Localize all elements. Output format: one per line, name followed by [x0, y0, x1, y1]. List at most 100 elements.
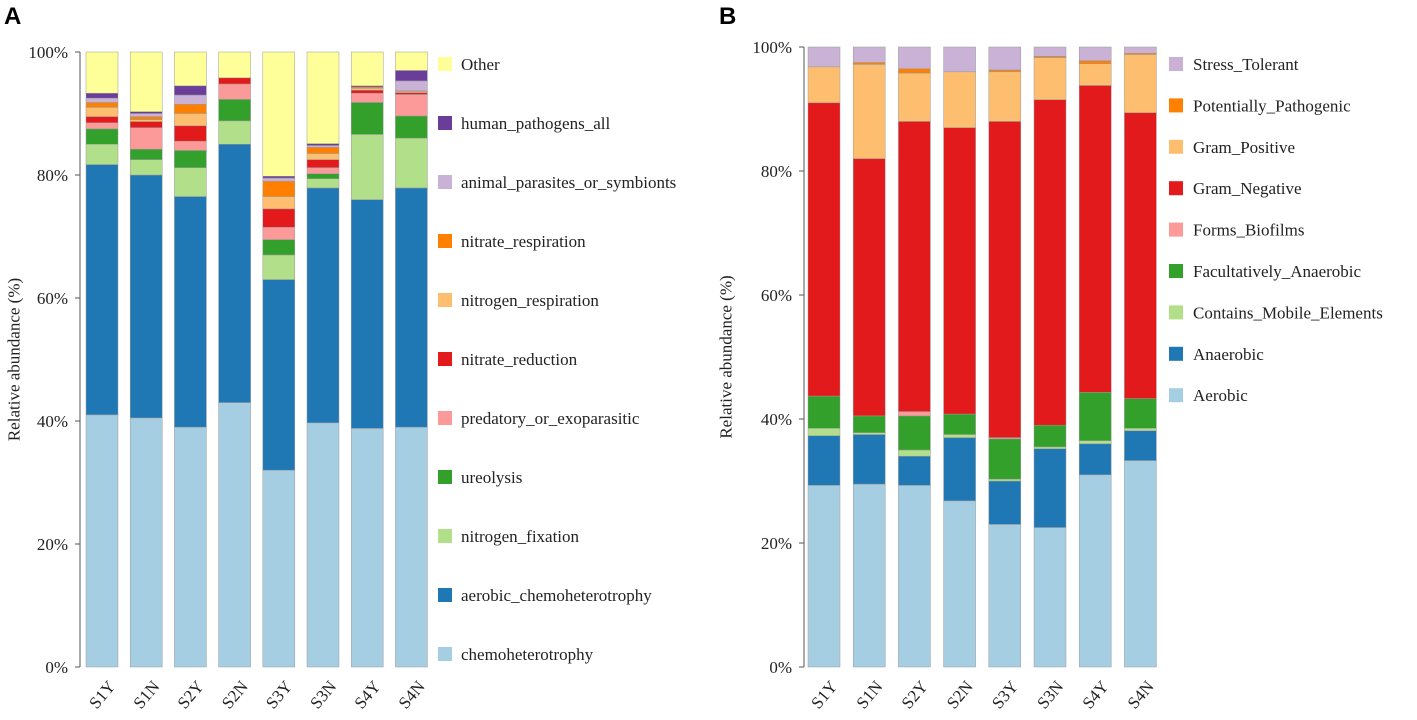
bar-s3y-aerobic [988, 524, 1022, 668]
bar-s3n-human-pathogens-all [306, 143, 340, 146]
bar-s2n-contains-mobile-elements [943, 434, 976, 438]
legend-label: Gram_Positive [1193, 138, 1295, 157]
bar-s3y-human-pathogens-all [262, 175, 296, 179]
bar-s1n-nitrogen-respiration [129, 119, 163, 122]
bar-s2y-ureolysis [174, 150, 207, 168]
y-tick-label: 40% [761, 410, 792, 429]
bar-s3n-contains-mobile-elements [1033, 446, 1067, 450]
legend-label: ureolysis [461, 468, 522, 487]
legend-label: predatory_or_exoparasitic [461, 409, 640, 428]
legend-swatch-gram-negative [1169, 181, 1183, 196]
bar-s2n-nitrogen-fixation [218, 120, 251, 145]
bar-s1n-animal-parasites-or-symbionts [129, 113, 163, 117]
bar-s3y-nitrate-reduction [262, 208, 296, 228]
bar-s1y-stress-tolerant [807, 46, 841, 68]
bar-s4n-gram-negative [1124, 112, 1157, 399]
bar-s3n-nitrate-reduction [306, 159, 340, 168]
legend-label: Potentially_Pathogenic [1193, 96, 1351, 115]
bar-s4n-predatory-or-exoparasitic [395, 94, 428, 117]
bar-s2y-aerobic-chemoheterotrophy [174, 196, 207, 428]
bar-s3y-stress-tolerant [988, 46, 1022, 71]
bar-s1y-contains-mobile-elements [807, 428, 841, 436]
bar-s4n-gram-positive [1124, 54, 1157, 113]
bar-s4n-aerobic [1124, 460, 1157, 668]
bar-s4y-other [350, 51, 384, 87]
bar-s1y-human-pathogens-all [85, 92, 119, 99]
bar-s4n-chemoheterotrophy [395, 426, 428, 668]
bar-s2y-other [174, 51, 207, 87]
bar-s3n-facultatively-anaerobic [1033, 424, 1067, 448]
bar-s2n-ureolysis [218, 99, 251, 122]
legend-swatch-ureolysis [438, 470, 452, 484]
bar-s2n-predatory-or-exoparasitic [218, 83, 251, 100]
bar-s3n-nitrogen-respiration [306, 153, 340, 160]
bar-s1n-contains-mobile-elements [852, 432, 886, 435]
bar-s4n-nitrate-reduction [395, 92, 428, 95]
bar-stack-s4n [395, 51, 428, 668]
bar-s3y-nitrate-respiration [262, 180, 296, 197]
y-tick-label: 100% [752, 38, 792, 57]
x-tick-label: S1Y [85, 677, 119, 712]
x-tick-label: S3Y [262, 677, 296, 712]
bar-s1y-other [85, 51, 119, 94]
y-tick-label: 60% [37, 289, 68, 308]
bar-stack-s4y [1078, 46, 1112, 668]
bar-s1n-potentially-pathogenic [852, 62, 886, 65]
bar-s4n-ureolysis [395, 115, 428, 139]
bar-s4y-nitrate-reduction [350, 89, 384, 94]
legend-label: nitrogen_respiration [461, 291, 599, 310]
legend-swatch-nitrate-respiration [438, 234, 452, 248]
bar-s2y-predatory-or-exoparasitic [174, 140, 207, 151]
bar-stack-s4n [1124, 46, 1157, 668]
bar-s1y-animal-parasites-or-symbionts [85, 97, 119, 103]
bar-s2y-potentially-pathogenic [898, 68, 931, 74]
bar-s2y-anaerobic [898, 455, 931, 486]
bar-stack-s4y [350, 51, 384, 668]
x-tick-label: S2N [218, 677, 252, 712]
bar-s2y-nitrogen-fixation [174, 167, 207, 197]
legend-label: nitrate_respiration [461, 232, 586, 251]
bar-s1y-chemoheterotrophy [85, 414, 119, 668]
bar-stack-s3n [1033, 46, 1067, 668]
x-tick-label: S4Y [1078, 677, 1112, 712]
bar-s2y-chemoheterotrophy [174, 426, 207, 668]
legend-swatch-facultatively-anaerobic [1169, 264, 1183, 278]
bar-s2n-stress-tolerant [943, 46, 976, 73]
bar-stack-s1n [129, 51, 163, 668]
bar-s4y-anaerobic [1078, 443, 1112, 476]
bar-s4n-animal-parasites-or-symbionts [395, 80, 428, 91]
bar-s2y-human-pathogens-all [174, 85, 207, 96]
legend-swatch-gram-positive [1169, 139, 1183, 154]
y-tick-label: 80% [37, 166, 68, 185]
bar-stack-s3n [306, 51, 340, 668]
legend-label: Contains_Mobile_Elements [1193, 303, 1383, 322]
bar-s1n-anaerobic [852, 434, 886, 485]
bar-s3y-contains-mobile-elements [988, 478, 1022, 482]
bar-s3y-nitrogen-fixation [262, 254, 296, 280]
bar-s4n-aerobic-chemoheterotrophy [395, 187, 428, 428]
bar-s4y-contains-mobile-elements [1078, 440, 1112, 445]
bar-s3y-other [262, 51, 296, 177]
bar-s3n-animal-parasites-or-symbionts [306, 145, 340, 148]
legend-swatch-chemoheterotrophy [438, 647, 452, 661]
bar-s4n-human-pathogens-all [395, 70, 428, 82]
legend-swatch-predatory-or-exoparasitic [438, 411, 452, 425]
bar-s3n-nitrate-respiration [306, 147, 340, 154]
x-tick-label: S3N [306, 677, 340, 712]
x-tick-label: S1Y [807, 677, 841, 712]
x-tick-label: S2Y [898, 677, 932, 712]
bar-s2y-stress-tolerant [898, 46, 931, 69]
legend-swatch-human-pathogens-all [438, 116, 452, 130]
bar-stack-s3y [262, 51, 296, 668]
bar-s4n-stress-tolerant [1124, 46, 1157, 54]
legend-swatch-animal-parasites-or-symbionts [438, 175, 452, 189]
bar-s1n-nitrate-respiration [129, 116, 163, 120]
x-tick-label: S2Y [174, 677, 208, 712]
bar-s1y-gram-negative [807, 102, 841, 397]
bar-s2y-gram-positive [898, 72, 931, 122]
y-tick-label: 20% [37, 535, 68, 554]
bar-s3y-predatory-or-exoparasitic [262, 227, 296, 240]
bar-stack-s2n [943, 46, 976, 668]
legend-swatch-nitrate-reduction [438, 352, 452, 366]
bar-s1n-ureolysis [129, 148, 163, 160]
